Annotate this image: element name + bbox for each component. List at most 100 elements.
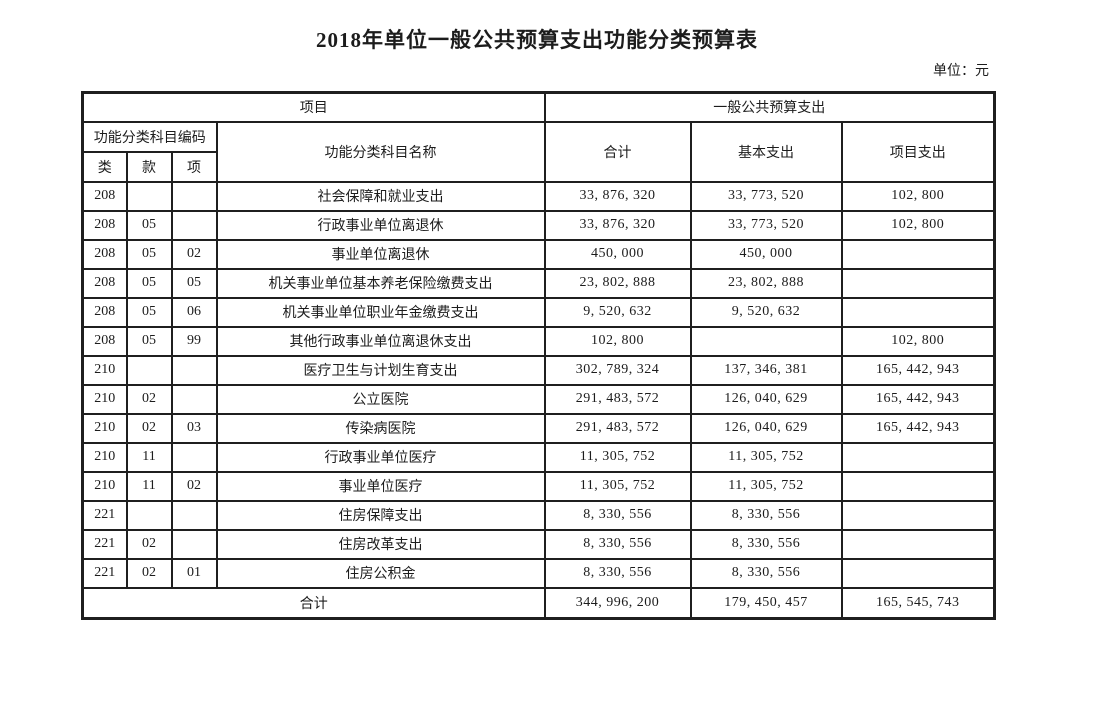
kuan-cell: 05 bbox=[125, 267, 173, 299]
subject-name-cell: 传染病医院 bbox=[215, 412, 546, 444]
subject-name-cell: 事业单位离退休 bbox=[215, 238, 546, 270]
header-code-cols-row: 类 款 项 bbox=[81, 150, 995, 183]
subject-name-cell: 机关事业单位基本养老保险缴费支出 bbox=[215, 267, 546, 299]
subject-name-cell: 其他行政事业单位离退休支出 bbox=[215, 325, 546, 357]
total-cell: 291, 483, 572 bbox=[543, 383, 692, 415]
subject-name-cell: 住房保障支出 bbox=[215, 499, 546, 531]
kuan-cell: 02 bbox=[125, 528, 173, 560]
total-cell: 8, 330, 556 bbox=[543, 528, 692, 560]
kuan-cell: 05 bbox=[125, 209, 173, 241]
kuan-cell: 05 bbox=[125, 325, 173, 357]
total-cell: 8, 330, 556 bbox=[543, 557, 692, 589]
header-col-total: 合计 bbox=[543, 120, 692, 183]
xiang-cell: 01 bbox=[170, 557, 218, 589]
total-cell: 9, 520, 632 bbox=[543, 296, 692, 328]
xiang-cell bbox=[170, 354, 218, 386]
basic-cell: 23, 802, 888 bbox=[689, 267, 843, 299]
project-cell bbox=[840, 557, 996, 589]
xiang-cell bbox=[170, 499, 218, 531]
table-row: 210 02 公立医院 291, 483, 572 126, 040, 629 … bbox=[81, 383, 996, 415]
header-col-xiang: 项 bbox=[170, 150, 218, 183]
xiang-cell: 06 bbox=[170, 296, 218, 328]
grand-total-basic-cell: 179, 450, 457 bbox=[689, 586, 843, 620]
header-project-group: 项目 bbox=[81, 91, 546, 123]
grand-total-project-cell: 165, 545, 743 bbox=[840, 586, 996, 620]
project-cell bbox=[840, 470, 996, 502]
header-col-lei: 类 bbox=[81, 150, 128, 183]
lei-cell: 221 bbox=[81, 528, 128, 560]
total-cell: 102, 800 bbox=[543, 325, 692, 357]
lei-cell: 208 bbox=[81, 238, 128, 270]
basic-cell: 126, 040, 629 bbox=[689, 383, 843, 415]
subject-name-cell: 机关事业单位职业年金缴费支出 bbox=[215, 296, 546, 328]
lei-cell: 208 bbox=[81, 209, 128, 241]
table-row: 221 02 01 住房公积金 8, 330, 556 8, 330, 556 bbox=[81, 557, 996, 589]
basic-cell: 8, 330, 556 bbox=[689, 557, 843, 589]
project-cell bbox=[840, 499, 996, 531]
lei-cell: 210 bbox=[81, 383, 128, 415]
total-cell: 8, 330, 556 bbox=[543, 499, 692, 531]
basic-cell: 33, 773, 520 bbox=[689, 209, 843, 241]
kuan-cell: 11 bbox=[125, 470, 173, 502]
project-cell: 102, 800 bbox=[840, 180, 996, 212]
xiang-cell: 02 bbox=[170, 238, 218, 270]
lei-cell: 221 bbox=[81, 557, 128, 589]
xiang-cell bbox=[170, 383, 218, 415]
page-title: 2018年单位一般公共预算支出功能分类预算表 bbox=[316, 28, 758, 52]
kuan-cell bbox=[125, 180, 173, 212]
basic-cell: 8, 330, 556 bbox=[689, 528, 843, 560]
project-cell bbox=[840, 238, 996, 270]
project-cell bbox=[840, 528, 996, 560]
grand-total-total-cell: 344, 996, 200 bbox=[543, 586, 692, 620]
header-col-name: 功能分类科目名称 bbox=[215, 120, 546, 183]
kuan-cell: 02 bbox=[125, 383, 173, 415]
table-row: 210 医疗卫生与计划生育支出 302, 789, 324 137, 346, … bbox=[81, 354, 996, 386]
table-row: 208 05 02 事业单位离退休 450, 000 450, 000 bbox=[81, 238, 996, 270]
xiang-cell: 99 bbox=[170, 325, 218, 357]
basic-cell: 11, 305, 752 bbox=[689, 441, 843, 473]
xiang-cell: 05 bbox=[170, 267, 218, 299]
project-cell bbox=[840, 441, 996, 473]
grand-total-label: 合计 bbox=[81, 586, 546, 620]
total-cell: 33, 876, 320 bbox=[543, 209, 692, 241]
project-cell bbox=[840, 267, 996, 299]
project-cell: 165, 442, 943 bbox=[840, 354, 996, 386]
table-row: 208 05 06 机关事业单位职业年金缴费支出 9, 520, 632 9, … bbox=[81, 296, 996, 328]
table-row: 210 11 行政事业单位医疗 11, 305, 752 11, 305, 75… bbox=[81, 441, 996, 473]
kuan-cell bbox=[125, 354, 173, 386]
total-cell: 291, 483, 572 bbox=[543, 412, 692, 444]
header-budget-group: 一般公共预算支出 bbox=[543, 91, 996, 123]
table-row: 210 11 02 事业单位医疗 11, 305, 752 11, 305, 7… bbox=[81, 470, 996, 502]
subject-name-cell: 公立医院 bbox=[215, 383, 546, 415]
basic-cell: 9, 520, 632 bbox=[689, 296, 843, 328]
lei-cell: 210 bbox=[81, 441, 128, 473]
basic-cell: 450, 000 bbox=[689, 238, 843, 270]
basic-cell bbox=[689, 325, 843, 357]
header-group-row: 项目 一般公共预算支出 bbox=[81, 91, 996, 123]
lei-cell: 208 bbox=[81, 180, 128, 212]
kuan-cell: 05 bbox=[125, 238, 173, 270]
xiang-cell bbox=[170, 180, 218, 212]
project-cell: 165, 442, 943 bbox=[840, 383, 996, 415]
subject-name-cell: 事业单位医疗 bbox=[215, 470, 546, 502]
project-cell: 102, 800 bbox=[840, 209, 996, 241]
budget-table: 项目 一般公共预算支出 功能分类科目编码 功能分类科目名称 合计 基本支出 项目… bbox=[81, 91, 997, 620]
lei-cell: 208 bbox=[81, 296, 128, 328]
subject-name-cell: 行政事业单位离退休 bbox=[215, 209, 546, 241]
kuan-cell: 02 bbox=[125, 557, 173, 589]
table-row: 208 社会保障和就业支出 33, 876, 320 33, 773, 520 … bbox=[81, 180, 996, 212]
xiang-cell: 02 bbox=[170, 470, 218, 502]
kuan-cell: 11 bbox=[125, 441, 173, 473]
kuan-cell: 02 bbox=[125, 412, 173, 444]
xiang-cell bbox=[170, 209, 218, 241]
lei-cell: 208 bbox=[81, 267, 128, 299]
header-col-kuan: 款 bbox=[125, 150, 173, 183]
kuan-cell bbox=[125, 499, 173, 531]
xiang-cell: 03 bbox=[170, 412, 218, 444]
total-cell: 302, 789, 324 bbox=[543, 354, 692, 386]
header-code-group: 功能分类科目编码 bbox=[81, 120, 218, 153]
lei-cell: 210 bbox=[81, 470, 128, 502]
subject-name-cell: 行政事业单位医疗 bbox=[215, 441, 546, 473]
lei-cell: 210 bbox=[81, 412, 128, 444]
header-col-project: 项目支出 bbox=[840, 120, 996, 183]
